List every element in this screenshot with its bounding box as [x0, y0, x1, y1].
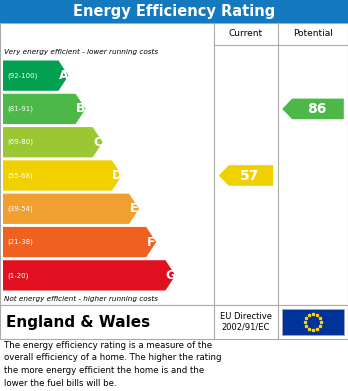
- Bar: [282, 309, 344, 335]
- Bar: [0, 305, 348, 339]
- Polygon shape: [3, 61, 69, 91]
- Polygon shape: [3, 94, 86, 124]
- Text: 86: 86: [307, 102, 327, 116]
- Text: B: B: [76, 102, 85, 115]
- Text: (92-100): (92-100): [7, 72, 37, 79]
- Text: (21-38): (21-38): [7, 239, 33, 245]
- Text: EU Directive
2002/91/EC: EU Directive 2002/91/EC: [220, 312, 272, 332]
- Text: A: A: [59, 69, 68, 82]
- Text: (69-80): (69-80): [7, 139, 33, 145]
- Text: Not energy efficient - higher running costs: Not energy efficient - higher running co…: [4, 296, 158, 301]
- Bar: [0, 0, 348, 23]
- Text: The energy efficiency rating is a measure of the
overall efficiency of a home. T: The energy efficiency rating is a measur…: [4, 341, 221, 387]
- Polygon shape: [219, 165, 273, 186]
- Text: Very energy efficient - lower running costs: Very energy efficient - lower running co…: [4, 49, 158, 55]
- Polygon shape: [3, 160, 122, 191]
- Text: D: D: [112, 169, 122, 182]
- Text: (55-68): (55-68): [7, 172, 33, 179]
- Bar: [0, 23, 348, 305]
- Text: England & Wales: England & Wales: [6, 314, 150, 330]
- Polygon shape: [3, 194, 139, 224]
- Text: E: E: [130, 202, 139, 215]
- Text: (81-91): (81-91): [7, 106, 33, 112]
- Text: Energy Efficiency Rating: Energy Efficiency Rating: [73, 4, 275, 19]
- Text: 57: 57: [240, 169, 260, 183]
- Text: F: F: [147, 235, 156, 249]
- Text: Potential: Potential: [293, 29, 333, 38]
- Polygon shape: [3, 227, 156, 257]
- Polygon shape: [3, 127, 103, 157]
- Text: C: C: [93, 136, 102, 149]
- Text: (39-54): (39-54): [7, 206, 33, 212]
- Text: (1-20): (1-20): [7, 272, 29, 279]
- Text: G: G: [165, 269, 176, 282]
- Polygon shape: [282, 99, 344, 119]
- Text: Current: Current: [229, 29, 263, 38]
- Polygon shape: [3, 260, 175, 291]
